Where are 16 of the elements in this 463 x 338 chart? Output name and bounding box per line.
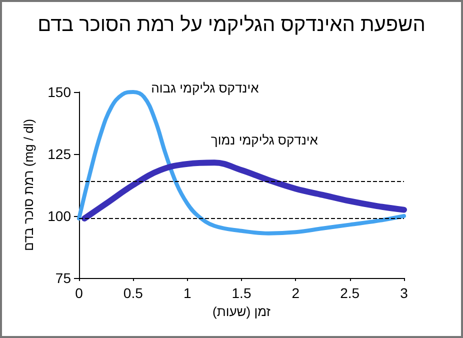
y-tick-label: 125 xyxy=(48,146,72,162)
y-tick-label: 75 xyxy=(55,270,72,286)
y-tick-label: 100 xyxy=(48,208,72,224)
series-label: אינדקס גליקמי גבוה xyxy=(151,80,259,96)
series-label: אינדקס גליקמי נמוך xyxy=(210,132,318,148)
x-axis-title: זמן (שעות) xyxy=(212,304,272,319)
x-tick-label: 0.5 xyxy=(123,285,144,301)
x-tick-label: 1.5 xyxy=(232,285,252,301)
y-axis-title: רמת סוכר בדם (mg / dl) xyxy=(21,118,36,252)
x-tick-label: 1 xyxy=(183,285,192,301)
x-tick-label: 3 xyxy=(400,285,408,301)
x-tick-label: 2 xyxy=(292,285,300,301)
y-tick-label: 150 xyxy=(48,84,72,100)
chart-title: השפעת האינדקס הגליקמי על רמת הסוכר בדם xyxy=(38,14,426,36)
x-tick-label: 2.5 xyxy=(340,285,360,301)
x-tick-label: 0 xyxy=(75,285,84,301)
